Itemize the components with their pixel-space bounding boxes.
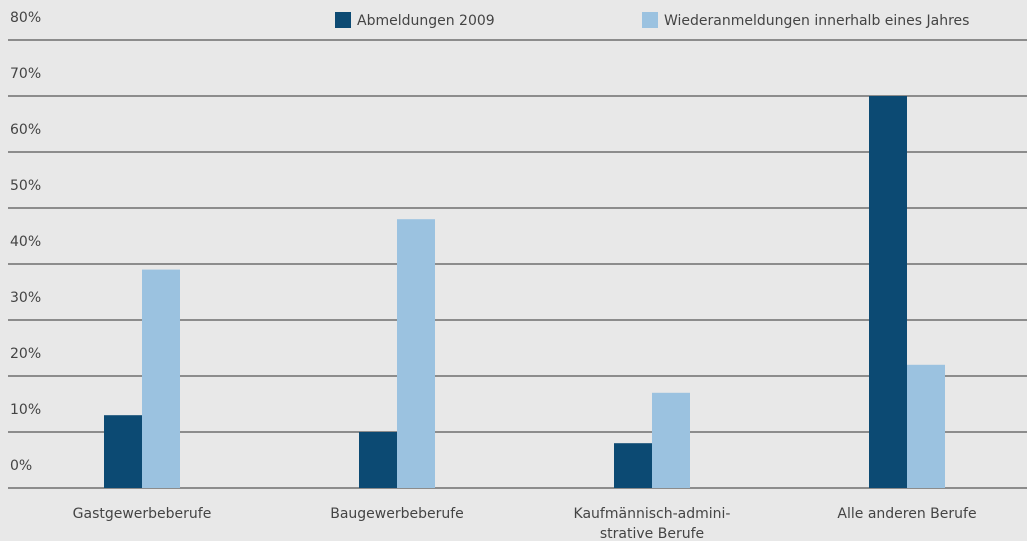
bar — [142, 269, 180, 488]
bar — [652, 392, 690, 488]
bar — [614, 443, 652, 488]
legend-label: Wiederanmeldungen innerhalb eines Jahres — [664, 13, 969, 29]
x-tick-label: Gastgewerbeberufe — [72, 506, 212, 522]
bar — [359, 432, 397, 488]
legend-swatch — [335, 12, 351, 28]
bar — [869, 96, 907, 488]
y-tick-label: 80% — [10, 10, 41, 26]
legend-label: Abmeldungen 2009 — [357, 13, 495, 29]
y-tick-label: 30% — [10, 290, 41, 306]
y-tick-label: 70% — [10, 66, 41, 82]
bar — [397, 219, 435, 488]
y-tick-label: 0% — [10, 458, 32, 474]
x-tick-label: Baugewerbeberufe — [330, 506, 464, 522]
bar — [907, 364, 945, 488]
y-tick-label: 40% — [10, 234, 41, 250]
legend-swatch — [642, 12, 658, 28]
y-tick-label: 10% — [10, 402, 41, 418]
x-tick-label: Alle anderen Berufe — [837, 506, 977, 522]
y-tick-label: 50% — [10, 178, 41, 194]
y-tick-label: 60% — [10, 122, 41, 138]
bar — [104, 415, 142, 488]
y-tick-label: 20% — [10, 346, 41, 362]
x-tick-label: Kaufmännisch-admini- strative Berufe — [573, 506, 731, 541]
